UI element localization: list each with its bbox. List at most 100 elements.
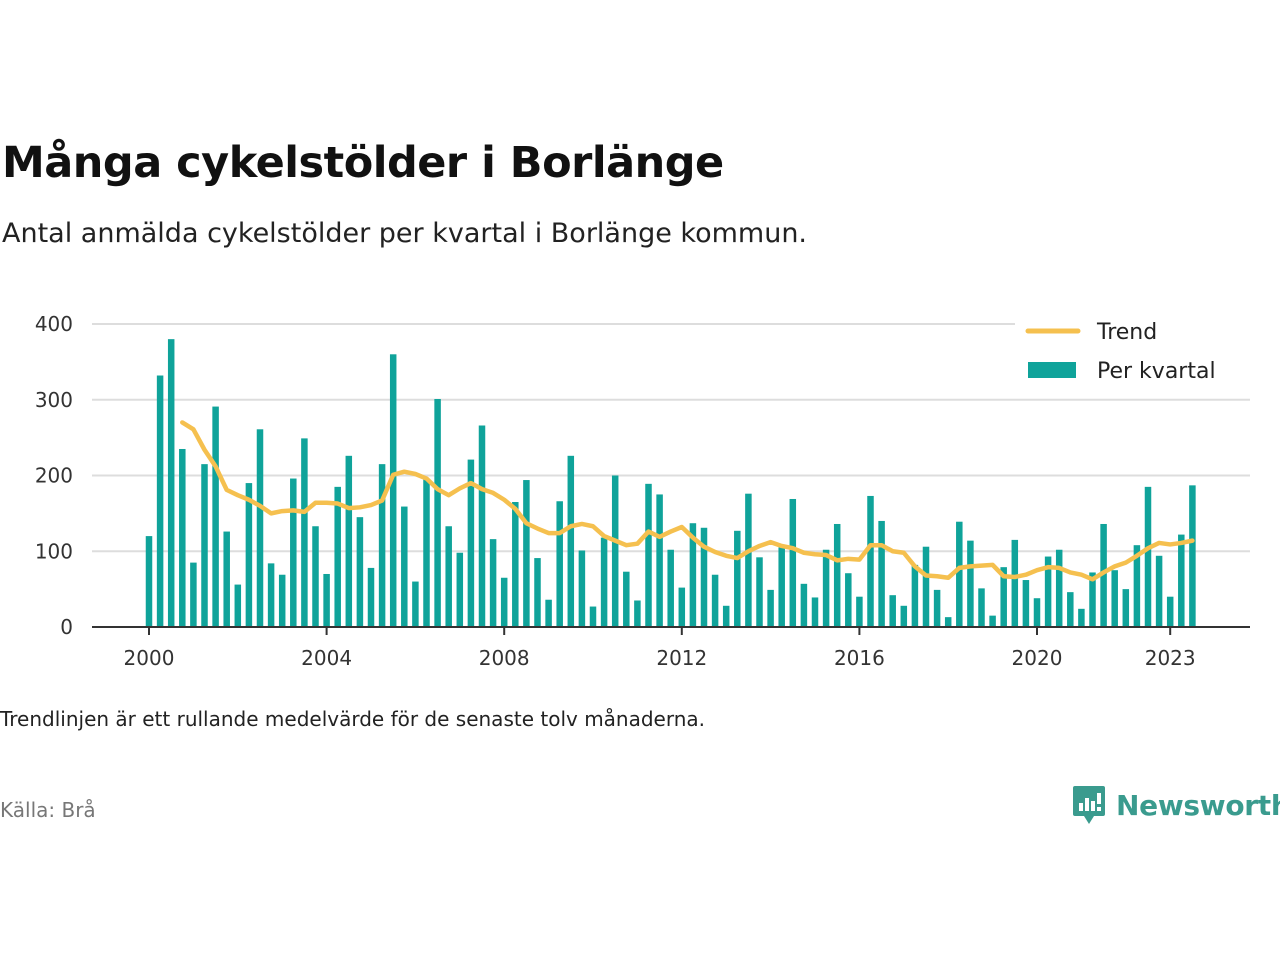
bar (967, 540, 974, 627)
x-tick-label: 2012 (656, 646, 707, 670)
bar (523, 480, 530, 627)
brand-name: Newsworthy (1116, 788, 1280, 822)
bar (234, 584, 242, 627)
bar (1044, 556, 1052, 627)
bar (545, 599, 552, 627)
bar (911, 564, 919, 627)
bar (278, 574, 286, 627)
y-tick-label: 300 (35, 388, 73, 412)
bar (556, 501, 563, 627)
bar (944, 617, 952, 627)
bar (978, 588, 985, 627)
bar (1111, 570, 1118, 627)
bar (500, 577, 508, 627)
bar (401, 506, 408, 627)
bar (1155, 555, 1163, 627)
bar (323, 573, 330, 627)
bar (634, 600, 641, 627)
bar (301, 438, 308, 627)
bar (811, 597, 819, 627)
bar (1078, 608, 1085, 627)
bar (611, 475, 619, 627)
bar (578, 550, 586, 627)
brand-logo[interactable]: Newsworthy (1072, 784, 1280, 826)
bar (689, 523, 697, 627)
bar (1100, 523, 1107, 627)
bar (389, 354, 397, 627)
trend-line (180, 420, 1195, 582)
legend-bar-swatch (1028, 362, 1076, 378)
bar (245, 483, 253, 627)
bar (212, 406, 219, 627)
bar (1055, 549, 1063, 627)
y-axis-ticks: 0 100 200 300 400 (35, 312, 73, 639)
bar (356, 517, 364, 627)
bar (800, 583, 808, 627)
bar (156, 375, 164, 627)
bar (567, 455, 575, 627)
bar (667, 549, 674, 627)
bar (678, 587, 686, 627)
bar (722, 605, 730, 627)
bar (922, 546, 930, 627)
bar (1067, 592, 1074, 627)
bar (756, 557, 763, 627)
bar (745, 493, 752, 627)
x-tick-label: 2016 (834, 646, 885, 670)
bar (767, 589, 774, 627)
bar (1033, 598, 1041, 627)
bar (423, 479, 430, 627)
bar (1089, 572, 1096, 627)
bar (256, 429, 264, 627)
y-tick-label: 0 (60, 615, 73, 639)
bar (933, 589, 941, 627)
bar (656, 494, 663, 627)
bar (867, 495, 874, 627)
bar (190, 562, 197, 627)
bar (434, 398, 441, 627)
bar (345, 455, 353, 627)
legend-trend-label: Trend (1096, 320, 1157, 345)
legend: Trend Per kvartal (1015, 312, 1250, 396)
bar (989, 615, 996, 627)
bar (645, 483, 652, 627)
bar (223, 531, 230, 627)
x-tick-label: 2004 (301, 646, 352, 670)
x-tick-label: 2023 (1145, 646, 1196, 670)
x-tick-label: 2020 (1012, 646, 1063, 670)
bar (711, 574, 719, 627)
bar (312, 526, 319, 627)
source-text: Källa: Brå (0, 798, 96, 822)
bar (145, 536, 153, 627)
bar (1000, 567, 1007, 627)
bar (489, 539, 497, 627)
chart-title: Många cykelstölder i Borlänge (2, 138, 724, 188)
bar (623, 571, 630, 627)
y-tick-label: 100 (35, 539, 73, 563)
bar (412, 581, 419, 627)
bar (378, 464, 386, 627)
legend-bar-label: Per kvartal (1097, 359, 1216, 384)
bar (534, 558, 541, 627)
bar (1144, 486, 1152, 627)
y-tick-label: 400 (35, 312, 73, 336)
bar (878, 520, 885, 627)
bar (600, 537, 608, 627)
bar (334, 486, 341, 627)
bar (589, 606, 597, 627)
bar (478, 425, 486, 627)
bar (889, 595, 896, 627)
bar (267, 563, 275, 627)
bar (1166, 596, 1174, 627)
bar (201, 464, 208, 627)
bar (900, 605, 908, 627)
bar (467, 459, 475, 627)
bar (512, 502, 519, 627)
bar (179, 448, 186, 627)
bar (1189, 485, 1196, 627)
bar (167, 339, 175, 627)
bar (367, 567, 375, 627)
y-tick-label: 200 (35, 464, 73, 488)
bar (789, 498, 797, 627)
